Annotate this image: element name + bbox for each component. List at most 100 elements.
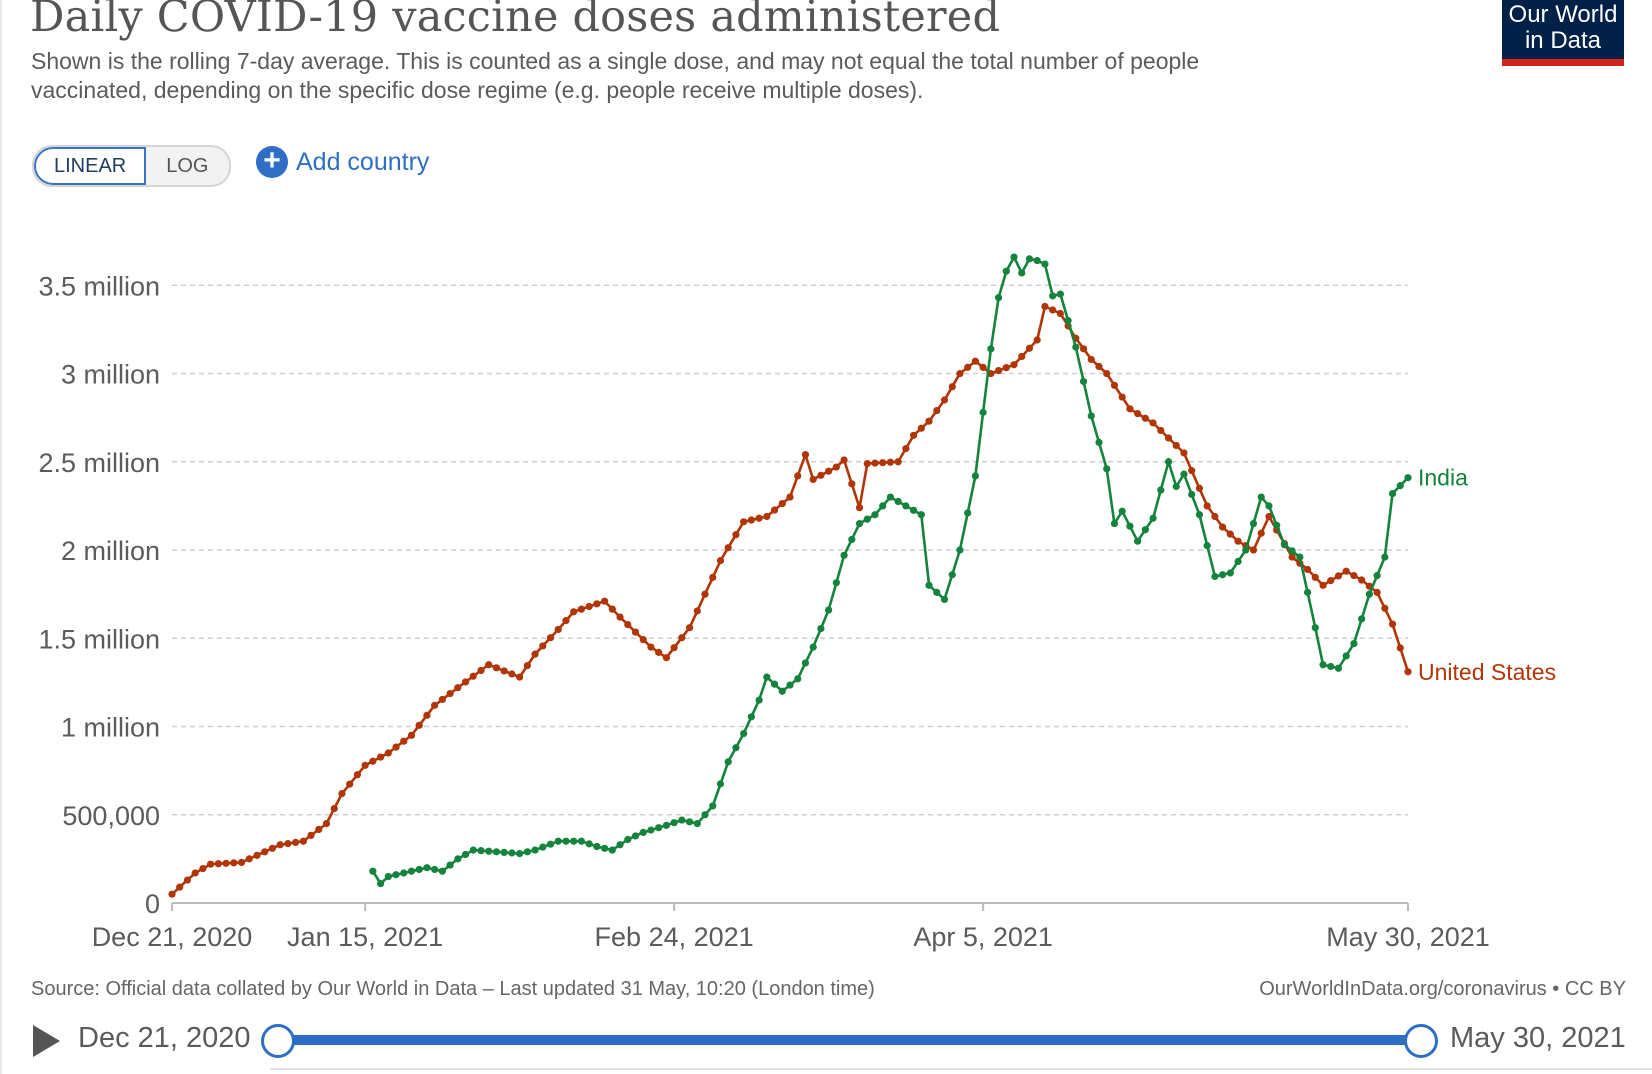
data-point [431,701,439,709]
data-point [376,879,385,888]
data-point [910,506,918,514]
add-country-button[interactable]: + Add country [256,146,429,178]
data-point [647,826,655,834]
series-line-india [371,254,1409,886]
data-point [994,366,1003,375]
data-point [1095,362,1103,371]
data-point [284,839,292,848]
data-point [1188,490,1196,499]
data-point [1319,581,1327,589]
data-point [763,673,771,681]
source-url[interactable]: OurWorldInData.org/coronavirus • CC BY [1259,978,1626,1000]
data-point [1342,652,1350,660]
data-point [925,581,933,589]
data-point [214,860,222,868]
y-tick-label: 2 million [61,536,160,566]
data-point [431,865,439,874]
data-point [1288,553,1296,561]
play-icon[interactable] [33,1025,60,1057]
log-scale-button[interactable]: LOG [166,155,209,177]
data-point [1327,662,1335,671]
data-point [639,828,647,837]
data-point [438,867,446,875]
timeline-track[interactable] [277,1035,1423,1045]
data-point [1265,512,1273,521]
chart-title: Daily COVID-19 vaccine doses administere… [30,0,1001,42]
data-point [879,459,887,467]
data-point [369,867,377,875]
data-point [1103,369,1111,378]
data-point [253,851,261,859]
scale-toggle: LINEAR LOG [32,145,231,187]
data-point [1180,470,1188,478]
data-point [500,667,508,675]
data-point [678,816,686,824]
data-point [709,802,717,810]
x-tick-label: May 30, 2021 [1326,922,1490,952]
data-point [523,662,531,670]
data-point [655,648,663,656]
data-point [871,459,879,467]
data-point [662,821,671,829]
data-point [1257,493,1265,501]
data-point [546,634,555,642]
data-point [1041,302,1049,311]
data-point [1373,588,1381,596]
data-point [902,444,910,453]
data-point [570,837,578,845]
data-point [786,493,794,501]
data-point [539,843,547,851]
data-point [1334,664,1343,672]
data-point [724,544,732,552]
data-point [971,472,980,480]
data-point [492,848,501,856]
data-point [855,504,864,512]
data-point [531,846,539,854]
data-point [1118,507,1126,515]
y-tick-label: 0 [145,889,160,919]
source-note: Source: Official data collated by Our Wo… [31,978,875,1000]
data-point [894,458,902,466]
data-point [1079,377,1088,386]
data-point [925,417,933,425]
timeline-end-handle[interactable] [1404,1024,1438,1058]
data-point [554,625,562,634]
data-point [740,518,748,526]
data-point [1087,412,1095,420]
data-point [400,869,408,877]
data-point [848,480,856,488]
data-point [461,678,470,686]
data-point [1049,306,1057,314]
data-point [1211,572,1219,581]
data-point [1172,482,1180,491]
data-point [1134,537,1142,545]
data-point [1157,426,1165,435]
data-point [261,848,269,856]
data-point [1149,514,1157,522]
data-point [407,731,416,739]
data-point [770,506,779,514]
data-point [755,696,763,704]
data-point [230,859,238,867]
data-point [1188,467,1196,475]
owid-logo[interactable]: Our World in Data [1502,0,1624,66]
data-point [1056,290,1064,298]
linear-scale-button[interactable]: LINEAR [34,147,147,185]
data-point [376,753,385,761]
data-point [299,837,307,845]
data-point [454,684,462,692]
data-point [832,463,840,471]
data-point [361,761,369,769]
timeline-start-handle[interactable] [261,1024,295,1058]
data-point [1219,571,1227,579]
data-point [554,837,562,845]
data-point [971,357,980,365]
data-point [608,846,616,854]
data-point [1396,482,1404,490]
data-point [516,673,524,681]
data-point [747,713,755,721]
data-point [685,818,694,826]
data-point [917,424,925,432]
data-point [415,721,423,729]
